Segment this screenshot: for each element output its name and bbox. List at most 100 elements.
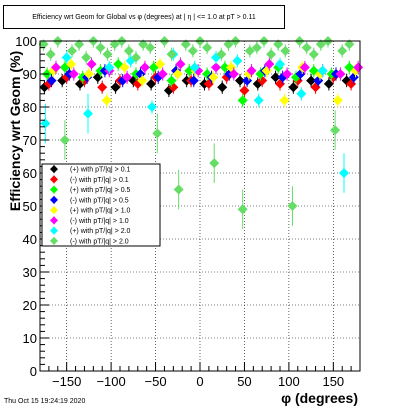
legend-marker <box>50 175 58 184</box>
data-point <box>119 62 130 73</box>
legend-entry: (+) with pT/|q| > 0.1 <box>50 165 131 174</box>
data-markers <box>38 36 364 230</box>
data-point <box>146 78 157 89</box>
axis-ticks: −150 −100 −50 0 50 100 150 0 10 20 30 40 50 60 70 80 90 1… <box>15 34 352 389</box>
y-tick-label: 30 <box>23 265 37 280</box>
legend: (+) with pT/|q| > 0.1 (-) with pT/|q| > 0… <box>41 163 161 247</box>
legend-box <box>41 163 161 247</box>
legend-entry: (+) with pT/|q| > 2.0 <box>50 226 131 235</box>
data-point <box>145 42 156 53</box>
legend-marker <box>50 226 58 235</box>
y-tick-label: 20 <box>23 298 37 313</box>
y-tick-label: 40 <box>23 232 37 247</box>
data-point <box>46 75 57 86</box>
data-point <box>244 45 255 56</box>
data-point <box>282 69 293 79</box>
data-point <box>337 45 348 56</box>
data-point <box>211 62 221 73</box>
data-point <box>239 85 250 96</box>
legend-marker <box>50 236 58 245</box>
data-point <box>109 39 120 50</box>
y-tick-label: 10 <box>23 331 37 346</box>
x-tick-label: 150 <box>322 374 344 389</box>
y-tick-label: 0 <box>30 364 37 379</box>
data-point <box>287 201 298 211</box>
data-point <box>253 95 264 106</box>
data-point <box>330 125 341 136</box>
legend-label: (-) with pT/|q| > 0.5 <box>70 197 129 204</box>
legend-label: (-) with pT/|q| > 1.0 <box>70 218 129 225</box>
x-tick-label: 50 <box>237 374 251 389</box>
data-point <box>83 108 93 119</box>
data-point <box>180 39 191 50</box>
data-point <box>273 39 284 50</box>
data-point <box>279 95 290 106</box>
data-point <box>223 39 234 50</box>
data-point <box>306 75 317 86</box>
legend-marker <box>50 206 58 215</box>
legend-entry: (+) with pT/|q| > 0.5 <box>50 185 131 194</box>
chart-title: Efficiency wrt Geom for Global vs φ (deg… <box>3 5 285 29</box>
data-point <box>188 75 199 86</box>
data-point <box>232 55 243 66</box>
data-point <box>266 49 277 60</box>
data-point <box>344 39 355 50</box>
data-point <box>264 59 275 70</box>
data-point <box>251 42 262 53</box>
data-point <box>235 75 245 86</box>
y-tick-label: 90 <box>23 67 37 82</box>
data-point <box>308 49 319 60</box>
data-point <box>81 52 92 63</box>
data-point <box>45 49 56 60</box>
data-point <box>67 45 77 56</box>
data-point <box>237 95 248 106</box>
data-point <box>335 69 346 79</box>
legend-marker <box>50 165 58 174</box>
data-point <box>189 62 200 73</box>
data-point <box>202 42 213 53</box>
y-tick-label: 50 <box>23 199 37 214</box>
data-point <box>104 62 115 73</box>
data-point <box>332 95 343 106</box>
y-tick-label: 60 <box>23 166 37 181</box>
data-point <box>74 39 85 50</box>
data-point <box>275 59 285 70</box>
data-point <box>123 45 134 56</box>
data-point <box>209 158 220 169</box>
legend-entry: (-) with pT/|q| > 2.0 <box>50 236 129 245</box>
data-point <box>138 39 149 50</box>
data-point <box>166 75 177 86</box>
y-tick-label: 100 <box>15 34 37 49</box>
data-point <box>228 69 239 79</box>
x-tick-label: 0 <box>196 374 203 389</box>
y-tick-label: 80 <box>23 100 37 115</box>
data-point <box>237 204 248 215</box>
data-point <box>83 69 94 79</box>
legend-label: (+) with pT/|q| > 1.0 <box>70 208 131 215</box>
x-tick-label: 100 <box>278 374 300 389</box>
data-point <box>172 69 183 79</box>
x-tick-label: −100 <box>96 374 125 389</box>
data-point <box>110 82 121 93</box>
data-point <box>299 62 310 73</box>
data-point <box>246 65 257 76</box>
legend-entry: (-) with pT/|q| > 0.5 <box>50 195 129 204</box>
data-point <box>280 45 291 56</box>
legend-entry: (-) with pT/|q| > 0.1 <box>50 175 129 184</box>
x-tick-label: −150 <box>52 374 81 389</box>
data-point <box>187 45 198 56</box>
data-point <box>139 62 150 73</box>
data-point <box>353 62 364 73</box>
data-point <box>216 49 227 60</box>
y-tick-label: 70 <box>23 133 37 148</box>
data-point <box>301 42 312 53</box>
legend-label: (+) with pT/|q| > 0.1 <box>70 167 131 174</box>
timestamp: Thu Oct 15 19:24:19 2020 <box>4 398 86 405</box>
legend-entry: (+) with pT/|q| > 1.0 <box>50 206 131 215</box>
data-point <box>68 69 79 79</box>
data-point <box>61 52 72 63</box>
data-point <box>166 49 177 60</box>
data-point <box>137 75 148 86</box>
data-point <box>102 49 113 60</box>
